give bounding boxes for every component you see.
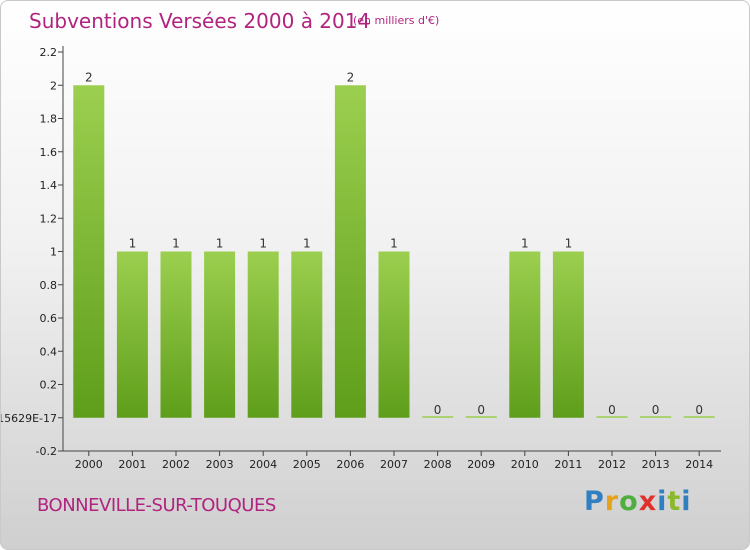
x-tick-label: 2005 [293,458,321,471]
y-tick-label: 1.8 [40,113,58,126]
y-tick-label: 2 [50,79,57,92]
data-label-2013: 0 [652,403,660,417]
y-tick-label: 0.4 [40,345,58,358]
y-tick-label: 1.4 [40,179,58,192]
bar-2005 [291,251,323,418]
data-labels: 2 1 1 1 1 1 2 1 0 0 1 1 0 0 0 [85,70,703,417]
y-tick-label: 0.8 [40,279,58,292]
data-label-2002: 1 [172,237,180,251]
bar-2003 [204,251,236,418]
x-tick-label: 2013 [642,458,670,471]
x-tick-label: 2012 [598,458,626,471]
bar-2010 [509,251,541,418]
bar-2000 [73,85,105,418]
data-label-2000: 2 [85,70,93,84]
data-label-2005: 1 [303,237,311,251]
data-label-2009: 0 [477,403,485,417]
data-label-2003: 1 [216,237,224,251]
data-label-2007: 1 [390,237,398,251]
bar-2013 [640,416,672,418]
axes: -0.2 -15629E-17 0.2 0.4 0.6 0.8 1 1.2 1.4 1.6 1.8 2… [1,46,721,471]
data-label-2010: 1 [521,237,529,251]
bar-2001 [116,251,148,418]
y-tick-label: 1 [50,246,57,259]
y-tick-label: -15629E-17 [1,412,57,425]
data-label-2012: 0 [608,403,616,417]
bar-2008 [422,416,454,418]
x-tick-label: 2006 [336,458,364,471]
data-label-2008: 0 [434,403,442,417]
bar-2009 [465,416,497,418]
bar-2014 [683,416,715,418]
bar-2011 [552,251,584,418]
bar-2006 [334,85,366,418]
x-tick-label: 2011 [554,458,582,471]
bar-2002 [160,251,192,418]
x-tick-label: 2004 [249,458,277,471]
y-tick-label: 2.2 [40,46,58,59]
proxiti-logo: Proxiti [584,486,692,517]
data-label-2011: 1 [565,237,573,251]
x-tick-label: 2000 [75,458,103,471]
chart-title: Subventions Versées 2000 à 2014 [29,9,371,33]
x-tick-label: 2007 [380,458,408,471]
x-tick-label: 2014 [685,458,713,471]
data-label-2001: 1 [129,237,137,251]
y-tick-label: -0.2 [36,445,57,458]
x-tick-label: 2008 [424,458,452,471]
y-tick-label: 0.2 [40,379,58,392]
x-tick-label: 2002 [162,458,190,471]
bar-2012 [596,416,628,418]
data-label-2006: 2 [347,70,355,84]
x-tick-label: 2009 [467,458,495,471]
chart-subtitle: (en milliers d'€) [353,14,440,27]
x-tick-label: 2001 [118,458,146,471]
y-tick-label: 1.2 [40,212,58,225]
y-tick-label: 1.6 [40,146,58,159]
x-tick-label: 2003 [206,458,234,471]
town-name: BONNEVILLE-SUR-TOUQUES [37,495,276,516]
bar-2007 [378,251,410,418]
bar-2004 [247,251,279,418]
data-label-2004: 1 [259,237,267,251]
data-label-2014: 0 [695,403,703,417]
y-tick-label: 0.6 [40,312,58,325]
bars [73,85,715,418]
x-tick-label: 2010 [511,458,539,471]
